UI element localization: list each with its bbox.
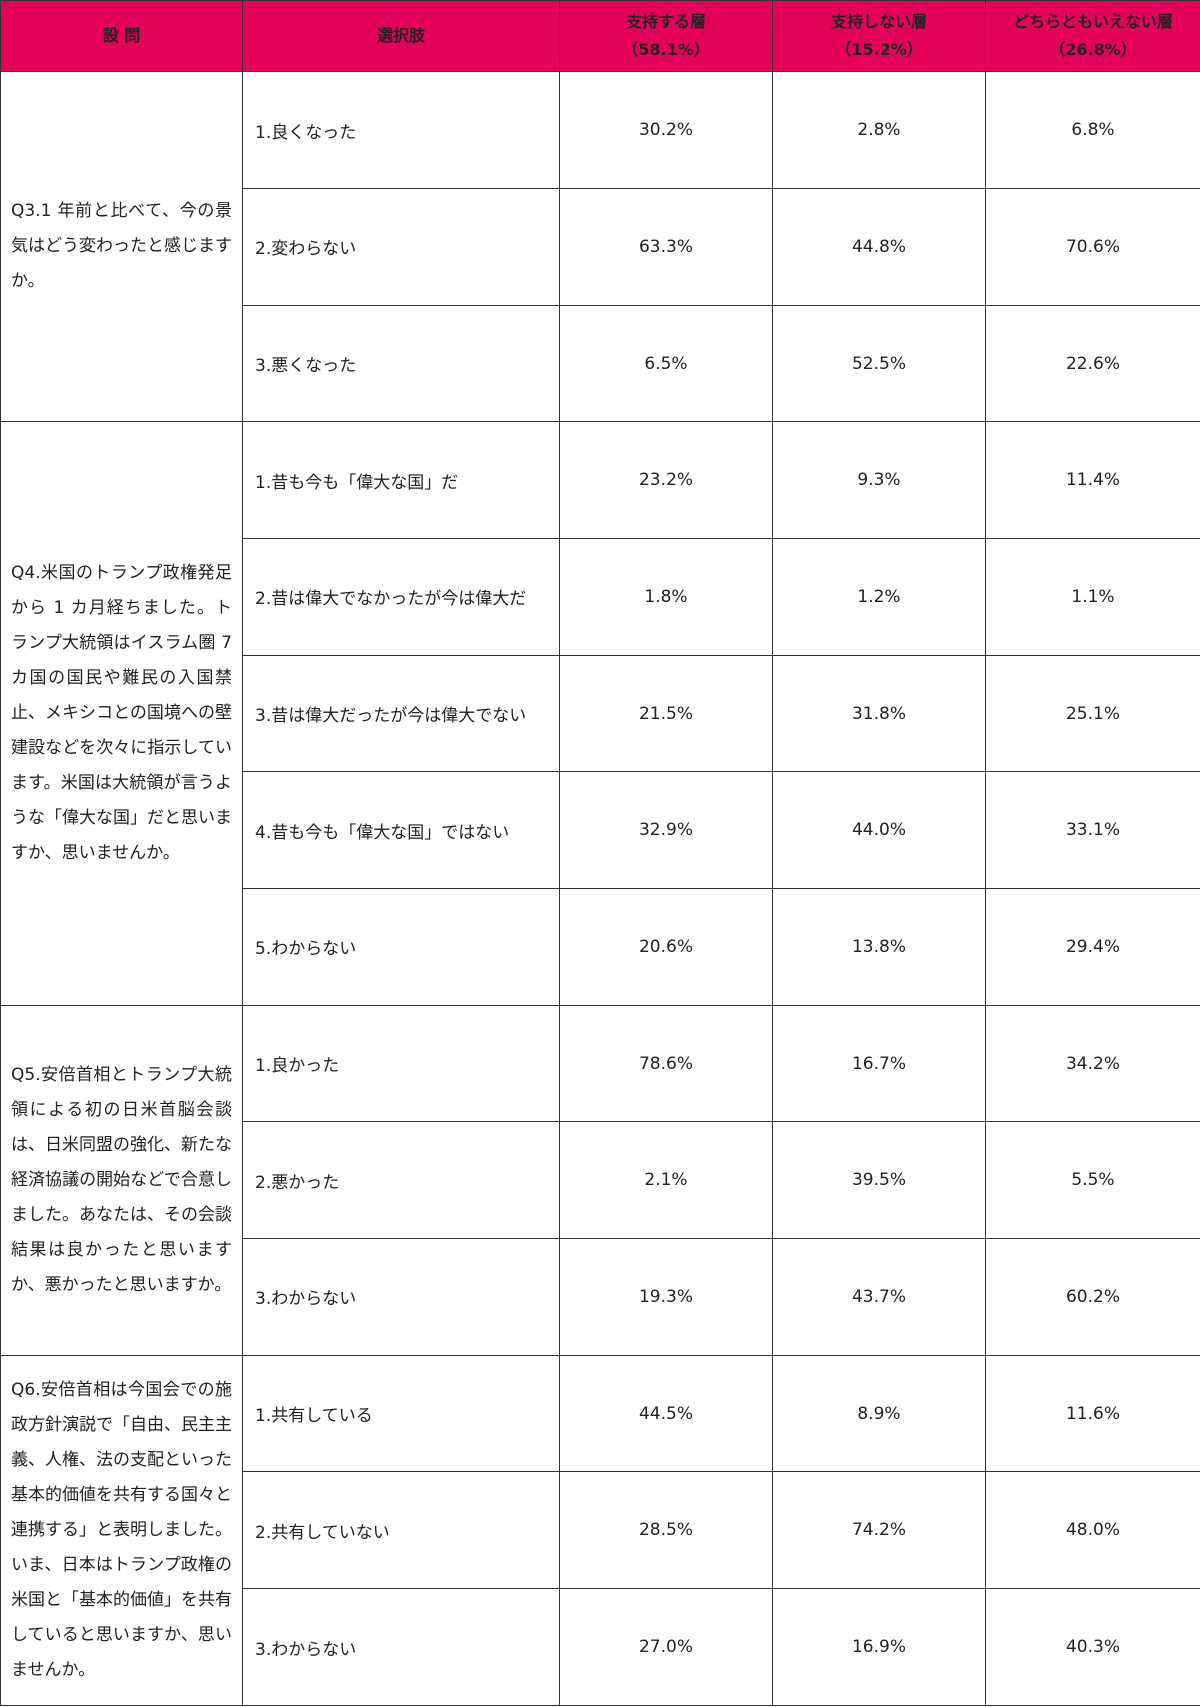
value-cell: 1.1% — [985, 538, 1200, 656]
value-cell: 31.8% — [772, 654, 986, 773]
row: 3.わからない 19.3% 43.7% 60.2% — [1, 1238, 1200, 1356]
value-cell: 33.1% — [985, 771, 1200, 890]
row: Q4.米国のトランプ政権発足から 1 カ月経ちました。トランプ大統領はイスラム圏… — [0, 421, 1200, 1006]
header-cell: 支持しない層 （15.2%） — [772, 0, 986, 73]
question-cell: Q3.1 年前と比べて、今の景気はどう変わったと感じますか。 — [0, 71, 243, 423]
option-cell: 1.共有している — [242, 1354, 560, 1473]
value-cell: 34.2% — [985, 1004, 1200, 1123]
value-cell: 1.2% — [772, 538, 986, 656]
value-cell: 28.5% — [559, 1471, 773, 1590]
header-label: どちらともいえない層 — [1013, 12, 1173, 32]
question-cell: Q4.米国のトランプ政権発足から 1 カ月経ちました。トランプ大統領はイスラム圏… — [0, 421, 243, 1006]
value-cell: 2.8% — [772, 71, 986, 190]
value-cell: 32.9% — [559, 771, 773, 890]
option-cell: 2.共有していない — [242, 1471, 560, 1590]
option-cell: 1.良かった — [242, 1004, 560, 1123]
header-cell: 選択肢 — [242, 0, 560, 73]
row: 4.昔も今も「偉大な国」ではない 32.9% 44.0% 33.1% — [1, 771, 1200, 890]
value-cell: 6.5% — [559, 304, 773, 423]
value-cell: 44.0% — [772, 771, 986, 890]
header-sub: （58.1%） — [622, 40, 710, 60]
header-cell: どちらともいえない層 （26.8%） — [985, 0, 1200, 73]
option-cell: 3.昔は偉大だったが今は偉大でない — [242, 654, 560, 773]
row: Q5.安倍首相とトランプ大統領による初の日米首脳会談は、日米同盟の強化、新たな経… — [0, 1004, 1200, 1356]
value-cell: 60.2% — [985, 1238, 1200, 1356]
value-cell: 63.3% — [559, 188, 773, 306]
value-cell: 27.0% — [559, 1588, 773, 1706]
option-cell: 2.変わらない — [242, 188, 560, 306]
value-cell: 5.5% — [985, 1121, 1200, 1240]
header-cell: 設 問 — [0, 0, 243, 73]
value-cell: 6.8% — [985, 71, 1200, 190]
option-cell: 4.昔も今も「偉大な国」ではない — [242, 771, 560, 890]
value-cell: 44.8% — [772, 188, 986, 306]
value-cell: 8.9% — [772, 1354, 986, 1473]
option-cell: 3.わからない — [242, 1588, 560, 1706]
row: 3.わからない 27.0% 16.9% 40.3% — [1, 1588, 1200, 1706]
value-cell: 9.3% — [772, 421, 986, 540]
value-cell: 11.4% — [985, 421, 1200, 540]
value-cell: 78.6% — [559, 1004, 773, 1123]
value-cell: 43.7% — [772, 1238, 986, 1356]
value-cell: 39.5% — [772, 1121, 986, 1240]
row: Q3.1 年前と比べて、今の景気はどう変わったと感じますか。 1.良くなった 30.… — [0, 71, 1200, 423]
header-sub: （15.2%） — [835, 40, 923, 60]
value-cell: 11.6% — [985, 1354, 1200, 1473]
option-cell: 1.良くなった — [242, 71, 560, 190]
header-label: 設 問 — [102, 26, 141, 46]
value-cell: 52.5% — [772, 304, 986, 423]
question-cell: Q6.安倍首相は今国会での施政方針演説で「自由、民主主義、人権、法の支配といった… — [0, 1354, 243, 1707]
value-cell: 19.3% — [559, 1238, 773, 1356]
option-cell: 1.昔も今も「偉大な国」だ — [242, 421, 560, 540]
header-sub: （26.8%） — [1049, 40, 1137, 60]
value-cell: 13.8% — [772, 888, 986, 1006]
value-cell: 29.4% — [985, 888, 1200, 1006]
value-cell: 25.1% — [985, 654, 1200, 773]
value-cell: 40.3% — [985, 1588, 1200, 1706]
value-cell: 23.2% — [559, 421, 773, 540]
value-cell: 2.1% — [559, 1121, 773, 1240]
row: 5.わからない 20.6% 13.8% 29.4% — [1, 888, 1200, 1006]
option-cell: 5.わからない — [242, 888, 560, 1006]
value-cell: 16.9% — [772, 1588, 986, 1706]
question-cell: Q5.安倍首相とトランプ大統領による初の日米首脳会談は、日米同盟の強化、新たな経… — [0, 1004, 243, 1356]
value-cell: 48.0% — [985, 1471, 1200, 1590]
option-cell: 2.悪かった — [242, 1121, 560, 1240]
row: 3.悪くなった 6.5% 52.5% 22.6% — [1, 304, 1200, 423]
header-label: 支持しない層 — [830, 12, 927, 32]
header-cell: 支持する層 （58.1%） — [559, 0, 773, 73]
header-label: 選択肢 — [376, 26, 425, 46]
row: Q6.安倍首相は今国会での施政方針演説で「自由、民主主義、人権、法の支配といった… — [0, 1354, 1200, 1707]
value-cell: 21.5% — [559, 654, 773, 773]
row: 2.悪かった 2.1% 39.5% 5.5% — [1, 1121, 1200, 1240]
value-cell: 1.8% — [559, 538, 773, 656]
value-cell: 20.6% — [559, 888, 773, 1006]
option-cell: 3.わからない — [242, 1238, 560, 1356]
option-cell: 2.昔は偉大でなかったが今は偉大だ — [242, 538, 560, 656]
row: 2.変わらない 63.3% 44.8% 70.6% — [1, 188, 1200, 306]
row: 2.昔は偉大でなかったが今は偉大だ 1.8% 1.2% 1.1% — [1, 538, 1200, 656]
row: 2.共有していない 28.5% 74.2% 48.0% — [1, 1471, 1200, 1590]
row: 3.昔は偉大だったが今は偉大でない 21.5% 31.8% 25.1% — [1, 654, 1200, 773]
value-cell: 22.6% — [985, 304, 1200, 423]
header-row: 設 問 選択肢 支持する層 （58.1%） 支持しない層 （15.2%） どちらともいえない… — [0, 0, 1200, 73]
option-cell: 3.悪くなった — [242, 304, 560, 423]
value-cell: 30.2% — [559, 71, 773, 190]
header-label: 支持する層 — [625, 12, 706, 32]
value-cell: 16.7% — [772, 1004, 986, 1123]
value-cell: 70.6% — [985, 188, 1200, 306]
value-cell: 44.5% — [559, 1354, 773, 1473]
value-cell: 74.2% — [772, 1471, 986, 1590]
